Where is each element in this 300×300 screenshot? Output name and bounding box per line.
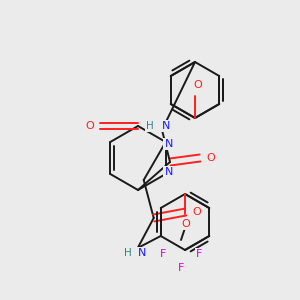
Text: N: N (137, 248, 146, 258)
Text: N: N (164, 139, 173, 149)
Text: H: H (146, 121, 154, 131)
Text: O: O (182, 219, 190, 229)
Text: F: F (196, 249, 202, 259)
Text: F: F (160, 249, 166, 259)
Text: N: N (162, 121, 170, 131)
Text: N: N (164, 167, 173, 177)
Text: O: O (85, 121, 94, 131)
Text: O: O (192, 207, 201, 217)
Text: O: O (207, 153, 215, 163)
Text: H: H (124, 248, 132, 258)
Text: F: F (178, 263, 184, 273)
Text: O: O (194, 80, 202, 90)
